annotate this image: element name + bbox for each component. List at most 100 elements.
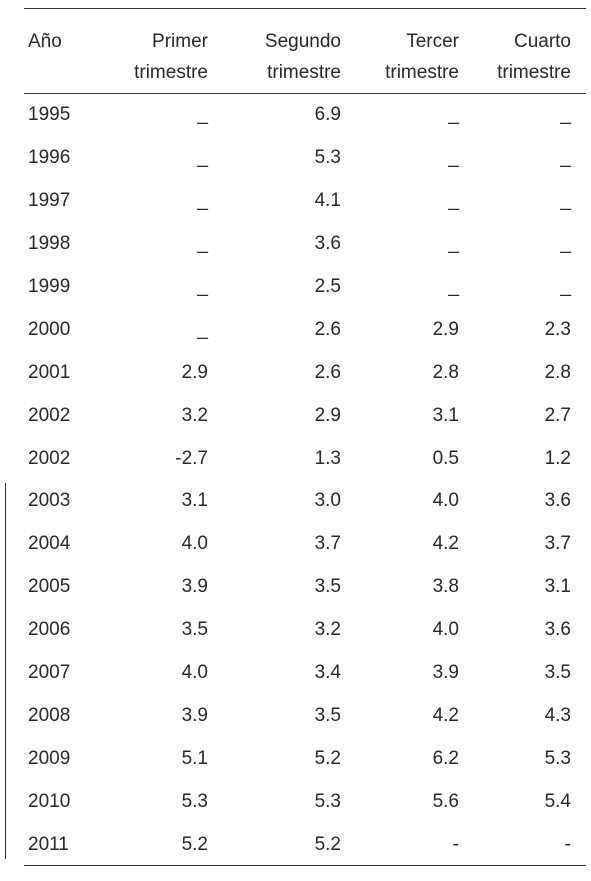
year-cell: 2000 [28, 318, 71, 340]
table-cell: 3.5 [314, 705, 341, 727]
year-cell: 2005 [28, 576, 71, 598]
table-cell: 2.6 [314, 361, 341, 383]
column-header: trimestre [497, 62, 571, 83]
table-cell: 3.1 [432, 404, 459, 426]
table-cell: _ [448, 146, 459, 168]
table-cell: 3.6 [544, 619, 571, 641]
table-cell: 3.5 [181, 619, 208, 641]
table-cell: 5.2 [181, 833, 208, 855]
table-cell: _ [560, 189, 571, 211]
header-rule [24, 93, 586, 94]
table-cell: 3.7 [544, 533, 571, 555]
table-cell: _ [197, 146, 208, 168]
table-cell: 5.1 [181, 748, 208, 770]
table-cell: 4.0 [432, 490, 459, 512]
table-cell: 3.6 [314, 232, 341, 254]
table-cell: 2.8 [432, 361, 459, 383]
table-cell: 2.6 [314, 318, 341, 340]
year-cell: 1995 [28, 104, 71, 125]
table-cell: 4.1 [314, 189, 341, 211]
table-cell: _ [560, 232, 571, 254]
table-cell: _ [448, 275, 459, 297]
table-cell: 1.3 [314, 447, 341, 469]
bottom-rule [24, 865, 586, 866]
table-cell: 3.5 [314, 576, 341, 598]
table-cell: 3.1 [544, 576, 571, 598]
table-cell: 3.5 [544, 662, 571, 684]
column-header: Primer [152, 31, 208, 52]
table-cell: 2.3 [544, 318, 571, 340]
year-cell: 2003 [28, 490, 71, 512]
column-header: Segundo [264, 31, 341, 52]
table-cell: 5.3 [544, 748, 571, 770]
table-cell: 5.4 [544, 791, 571, 813]
table-cell: 3.7 [314, 533, 341, 555]
table-cell: _ [448, 232, 459, 254]
year-cell: 1998 [28, 232, 71, 254]
table-cell: 3.1 [181, 490, 208, 512]
table-cell: 3.9 [181, 576, 208, 598]
table-cell: _ [197, 232, 208, 254]
table-cell: 2.8 [544, 361, 571, 383]
column-header: Año [28, 31, 62, 52]
year-cell: 2008 [28, 705, 71, 727]
table-cell: 4.0 [432, 619, 459, 641]
year-cell: 2004 [28, 533, 71, 555]
side-line [5, 483, 6, 859]
year-cell: 2011 [28, 833, 69, 855]
table-cell: _ [560, 104, 571, 125]
year-cell: 1999 [28, 275, 71, 297]
table-cell: 4.0 [181, 533, 208, 555]
table-cell: 6.9 [314, 104, 341, 125]
table-cell: 3.9 [181, 705, 208, 727]
table-cell: 3.6 [544, 490, 571, 512]
table-cell: 4.3 [544, 705, 571, 727]
column-header: Tercer [406, 31, 459, 52]
column-header: trimestre [385, 62, 459, 83]
table-cell: 2.9 [314, 404, 341, 426]
table-cell: 5.3 [181, 791, 208, 813]
table-cell: _ [448, 189, 459, 211]
table-cell: 3.2 [314, 619, 341, 641]
column-header: trimestre [134, 62, 208, 83]
table-cell: - [564, 833, 571, 855]
table-cell: 5.6 [432, 791, 459, 813]
table-cell: _ [197, 104, 208, 125]
year-cell: 2006 [28, 619, 71, 641]
table-cell: _ [197, 318, 208, 340]
table-cell: 2.7 [544, 404, 571, 426]
table-cell: 2.9 [432, 318, 459, 340]
table-cell: 4.2 [432, 533, 459, 555]
table-cell: -2.7 [175, 447, 208, 469]
table-cell: 4.0 [181, 662, 208, 684]
year-cell: 1996 [28, 146, 71, 168]
year-cell: 2007 [28, 662, 71, 684]
year-cell: 2002 [28, 404, 71, 426]
table-cell: 2.5 [314, 275, 341, 297]
table-cell: 6.2 [432, 748, 459, 770]
table-cell: 2.9 [181, 361, 208, 383]
table-cell: 4.2 [432, 705, 459, 727]
table-cell: 0.5 [432, 447, 459, 469]
table-cell: 3.9 [432, 662, 459, 684]
table-cell: _ [197, 275, 208, 297]
year-cell: 2010 [28, 791, 71, 813]
top-rule [24, 8, 586, 9]
table-cell: 1.2 [544, 447, 571, 469]
table-cell: 5.3 [314, 146, 341, 168]
column-header: Cuarto [513, 31, 571, 52]
table-cell: _ [448, 104, 459, 125]
table-cell: 3.8 [432, 576, 459, 598]
table-cell: - [452, 833, 459, 855]
table-cell: _ [560, 275, 571, 297]
table-cell: 3.4 [314, 662, 341, 684]
table-cell: 5.2 [314, 748, 341, 770]
table-cell: 3.2 [181, 404, 208, 426]
column-header: trimestre [267, 62, 341, 83]
year-cell: 1997 [28, 189, 71, 211]
year-cell: 2001 [28, 361, 71, 383]
table-cell: _ [560, 146, 571, 168]
table-cell: _ [197, 189, 208, 211]
table-cell: 5.2 [314, 833, 341, 855]
